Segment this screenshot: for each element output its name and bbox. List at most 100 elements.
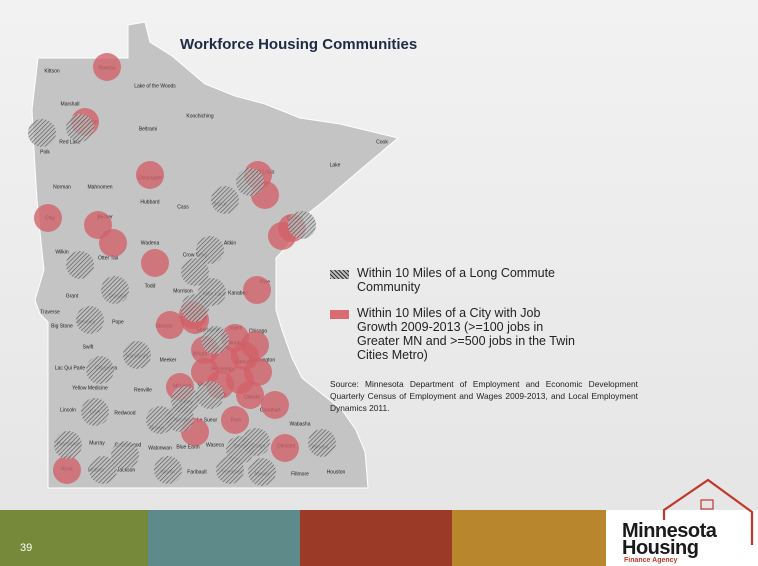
- county-label: Grant: [66, 293, 79, 299]
- long-commute-area: [216, 456, 244, 484]
- county-label: Renville: [134, 387, 152, 393]
- long-commute-area: [66, 251, 94, 279]
- long-commute-area: [86, 356, 114, 384]
- logo-text: Minnesota: [622, 520, 717, 542]
- county-label: Redwood: [114, 410, 135, 416]
- swatch: [330, 310, 349, 319]
- job-growth-area: [34, 204, 62, 232]
- county-label: Watonwan: [148, 445, 172, 451]
- county-label: Wabasha: [290, 421, 311, 427]
- county-label: Hubbard: [140, 199, 159, 205]
- job-growth-area: [156, 311, 184, 339]
- county-label: Lincoln: [60, 407, 76, 413]
- county-label: Big Stone: [51, 323, 73, 329]
- long-commute-area: [111, 441, 139, 469]
- long-commute-area: [54, 431, 82, 459]
- county-label: Traverse: [40, 309, 60, 315]
- long-commute-area: [288, 211, 316, 239]
- county-label: Koochiching: [186, 113, 213, 119]
- county-label: Jackson: [117, 467, 136, 473]
- job-growth-area: [231, 342, 259, 370]
- county-label: Todd: [145, 283, 156, 289]
- logo-tagline: Finance Agency: [624, 557, 678, 564]
- logo-text: Housing: [622, 537, 699, 559]
- long-commute-area: [236, 168, 264, 196]
- overlay-circles: [28, 53, 336, 486]
- county-label: Lake: [330, 162, 341, 168]
- long-commute-area: [196, 381, 224, 409]
- county-label: Otter Tail: [98, 255, 118, 261]
- band: [0, 510, 148, 566]
- county-label: Pope: [112, 319, 124, 325]
- job-growth-area: [271, 434, 299, 462]
- long-commute-area: [101, 276, 129, 304]
- legend-item: Within 10 Miles of a City with Job Growt…: [330, 306, 580, 362]
- long-commute-area: [181, 258, 209, 286]
- long-commute-area: [66, 114, 94, 142]
- county-label: Aitkin: [224, 240, 236, 246]
- county-label: Fillmore: [291, 471, 309, 477]
- source: Source: Minnesota Department of Employme…: [330, 379, 638, 413]
- long-commute-area: [196, 236, 224, 264]
- county-label: Wadena: [141, 240, 160, 246]
- county-label: Norman: [53, 184, 71, 190]
- county-label: Yellow Medicine: [72, 385, 108, 391]
- job-growth-area: [99, 229, 127, 257]
- county-label: Houston: [327, 469, 346, 475]
- legend-item: Within 10 Miles of a Long Commute Commun…: [330, 266, 580, 294]
- county-label: Le Sueur: [197, 417, 218, 423]
- title: Workforce Housing Communities: [180, 36, 418, 53]
- job-growth-area: [221, 406, 249, 434]
- band: [300, 510, 452, 566]
- county-label: Blue Earth: [176, 444, 200, 450]
- long-commute-area: [89, 456, 117, 484]
- county-label: Faribault: [187, 469, 207, 475]
- county-label: Polk: [40, 149, 50, 155]
- logo-window: [700, 499, 714, 510]
- county-label: Morrison: [173, 288, 193, 294]
- long-commute-area: [171, 386, 199, 414]
- job-growth-area: [53, 456, 81, 484]
- county-label: Kanabec: [228, 290, 248, 296]
- logo-bg: [606, 510, 758, 566]
- long-commute-area: [211, 186, 239, 214]
- long-commute-area: [76, 306, 104, 334]
- county-label: Wilkin: [55, 249, 69, 255]
- long-commute-area: [81, 398, 109, 426]
- job-growth-area: [243, 276, 271, 304]
- job-growth-area: [261, 391, 289, 419]
- band: [452, 510, 606, 566]
- band: [148, 510, 300, 566]
- county-label: Swift: [83, 344, 94, 350]
- legend: Within 10 Miles of a Long Commute Commun…: [330, 266, 580, 374]
- county-label: Chisago: [249, 328, 268, 334]
- long-commute-area: [242, 428, 270, 456]
- county-label: Marshall: [61, 101, 80, 107]
- county-label: Crow Wing: [183, 252, 208, 258]
- county-label: Waseca: [206, 442, 224, 448]
- long-commute-area: [201, 326, 229, 354]
- job-growth-area: [141, 249, 169, 277]
- legend-label: Within 10 Miles of a City with Job Growt…: [357, 306, 575, 362]
- long-commute-area: [123, 341, 151, 369]
- county-label: Mahnomen: [87, 184, 112, 190]
- county-label: Murray: [89, 440, 105, 446]
- job-growth-area: [93, 53, 121, 81]
- county-label: Kittson: [44, 68, 60, 74]
- county-label: Lac Qui Parle: [55, 365, 86, 371]
- long-commute-area: [28, 119, 56, 147]
- job-growth-area: [191, 358, 219, 386]
- county-label: Red Lake: [59, 139, 81, 145]
- legend-label: Within 10 Miles of a Long Commute Commun…: [357, 266, 556, 294]
- county-label: Beltrami: [139, 126, 157, 132]
- county-label: Lake of the Woods: [134, 83, 176, 89]
- county-label: Cass: [177, 204, 189, 210]
- long-commute-area: [308, 429, 336, 457]
- long-commute-area: [154, 456, 182, 484]
- long-commute-area: [181, 294, 209, 322]
- job-growth-area: [226, 366, 254, 394]
- long-commute-area: [248, 458, 276, 486]
- county-label: Cook: [376, 139, 388, 145]
